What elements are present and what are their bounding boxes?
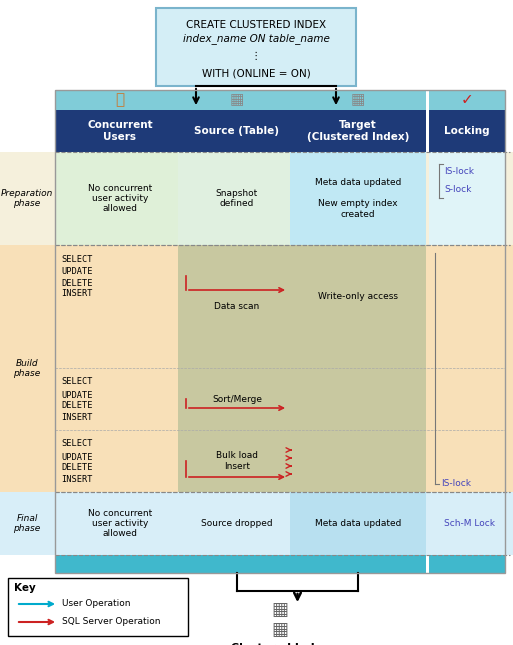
Text: INSERT: INSERT: [61, 290, 92, 299]
Bar: [178, 245, 296, 492]
Text: ▦: ▦: [230, 92, 244, 108]
Text: Target
(Clustered Index): Target (Clustered Index): [307, 120, 409, 142]
Bar: [55, 152, 185, 245]
Text: SELECT: SELECT: [61, 377, 92, 386]
Text: INSERT: INSERT: [61, 413, 92, 421]
Bar: [178, 555, 296, 573]
Text: No concurrent
user activity
allowed: No concurrent user activity allowed: [88, 509, 152, 539]
Bar: [429, 152, 505, 245]
Text: Preparation
phase: Preparation phase: [1, 189, 53, 208]
Bar: [429, 555, 505, 573]
Bar: [290, 555, 426, 573]
Bar: [0, 152, 513, 245]
Text: Locking: Locking: [444, 126, 490, 136]
Bar: [0, 245, 513, 492]
Bar: [55, 492, 185, 555]
Text: Clustered Index: Clustered Index: [231, 643, 329, 645]
Text: ⋮: ⋮: [251, 51, 261, 61]
Text: S-lock: S-lock: [444, 186, 471, 195]
Bar: [290, 492, 426, 555]
Text: IS-lock: IS-lock: [441, 479, 471, 488]
Bar: [178, 110, 296, 152]
Text: Sort/Merge: Sort/Merge: [212, 395, 262, 404]
Text: index_name ON table_name: index_name ON table_name: [183, 33, 329, 44]
Text: Key: Key: [14, 583, 36, 593]
Text: SQL Server Operation: SQL Server Operation: [62, 617, 161, 626]
Text: ⬭: ⬭: [115, 92, 125, 108]
Bar: [8, 578, 188, 636]
Text: UPDATE: UPDATE: [61, 390, 92, 399]
Bar: [0, 492, 513, 555]
Bar: [55, 90, 505, 573]
Bar: [290, 90, 426, 110]
Text: IS-lock: IS-lock: [444, 168, 474, 177]
Text: Snapshot
defined: Snapshot defined: [216, 189, 258, 208]
Bar: [178, 90, 296, 110]
Bar: [429, 245, 505, 492]
Text: DELETE: DELETE: [61, 464, 92, 473]
Text: Final
phase: Final phase: [13, 514, 41, 533]
Text: Meta data updated: Meta data updated: [315, 519, 401, 528]
Text: Source (Table): Source (Table): [194, 126, 280, 136]
Text: Write-only access: Write-only access: [318, 292, 398, 301]
Text: DELETE: DELETE: [61, 401, 92, 410]
Bar: [290, 245, 426, 492]
Text: Data scan: Data scan: [214, 302, 260, 311]
Text: DELETE: DELETE: [61, 279, 92, 288]
Bar: [55, 555, 185, 573]
Text: Meta data updated

New empty index
created: Meta data updated New empty index create…: [315, 179, 401, 219]
Text: CREATE CLUSTERED INDEX: CREATE CLUSTERED INDEX: [186, 20, 326, 30]
Text: Sch-M Lock: Sch-M Lock: [444, 519, 495, 528]
Text: UPDATE: UPDATE: [61, 268, 92, 277]
Text: UPDATE: UPDATE: [61, 453, 92, 462]
Text: ▦
▦: ▦ ▦: [271, 600, 288, 639]
Text: Concurrent
Users: Concurrent Users: [87, 120, 153, 142]
Text: SELECT: SELECT: [61, 439, 92, 448]
Text: ✓: ✓: [461, 92, 473, 108]
Text: Build
phase: Build phase: [13, 359, 41, 378]
Bar: [55, 90, 185, 110]
Bar: [429, 110, 505, 152]
Bar: [55, 110, 185, 152]
Text: INSERT: INSERT: [61, 475, 92, 484]
Text: No concurrent
user activity
allowed: No concurrent user activity allowed: [88, 184, 152, 213]
Text: User Operation: User Operation: [62, 599, 130, 608]
Text: SELECT: SELECT: [61, 255, 92, 264]
Bar: [178, 492, 296, 555]
Bar: [290, 152, 426, 245]
Bar: [290, 110, 426, 152]
Bar: [178, 152, 296, 245]
Bar: [156, 8, 356, 86]
Bar: [429, 90, 505, 110]
Text: ▦: ▦: [351, 92, 365, 108]
Text: WITH (ONLINE = ON): WITH (ONLINE = ON): [202, 68, 310, 78]
Bar: [429, 492, 505, 555]
Text: Source dropped: Source dropped: [201, 519, 273, 528]
Text: Bulk load
Insert: Bulk load Insert: [216, 451, 258, 471]
Bar: [55, 245, 185, 492]
